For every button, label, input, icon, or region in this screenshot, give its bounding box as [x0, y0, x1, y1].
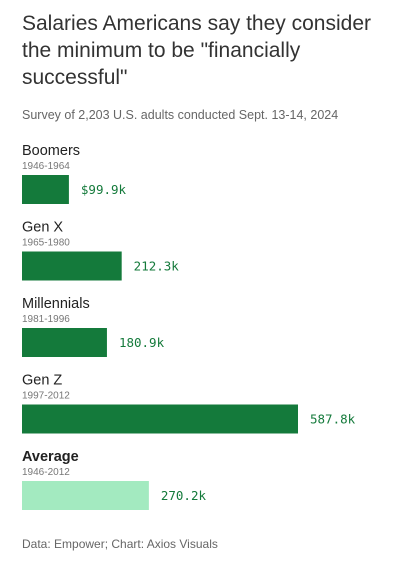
category-label: Gen X [22, 220, 63, 236]
bar [22, 481, 149, 510]
category-label: Millennials [22, 296, 90, 312]
bar-value-label: 587.8k [310, 412, 356, 427]
category-years-label: 1997-2012 [22, 391, 70, 402]
bar [22, 404, 298, 434]
bar-value-label: $99.9k [81, 182, 127, 197]
bar-group-gen-x: Gen X 1965-1980 212.3k [22, 220, 179, 281]
category-label: Boomers [22, 143, 80, 159]
category-years-label: 1946-2012 [22, 467, 70, 478]
source-note: Data: Empower; Chart: Axios Visuals [22, 537, 218, 551]
category-years-label: 1981-1996 [22, 314, 70, 325]
bar [22, 251, 122, 281]
bar-value-label: 270.2k [161, 488, 207, 503]
bar-group-gen-z: Gen Z 1997-2012 587.8k [22, 373, 356, 434]
chart-title: Salaries Americans say they consider the… [22, 12, 371, 89]
category-label: Gen Z [22, 373, 62, 389]
bar [22, 175, 69, 204]
bar-group-average: Average 1946-2012 270.2k [22, 449, 206, 510]
bar-value-label: 180.9k [119, 335, 165, 350]
category-label: Average [22, 449, 79, 465]
bar-group-millennials: Millennials 1981-1996 180.9k [22, 296, 165, 357]
bar [22, 328, 107, 357]
chart-subtitle: Survey of 2,203 U.S. adults conducted Se… [22, 108, 339, 122]
category-years-label: 1946-1964 [22, 161, 70, 172]
bar-group-boomers: Boomers 1946-1964 $99.9k [22, 143, 127, 204]
category-years-label: 1965-1980 [22, 238, 70, 249]
bar-value-label: 212.3k [134, 259, 180, 274]
